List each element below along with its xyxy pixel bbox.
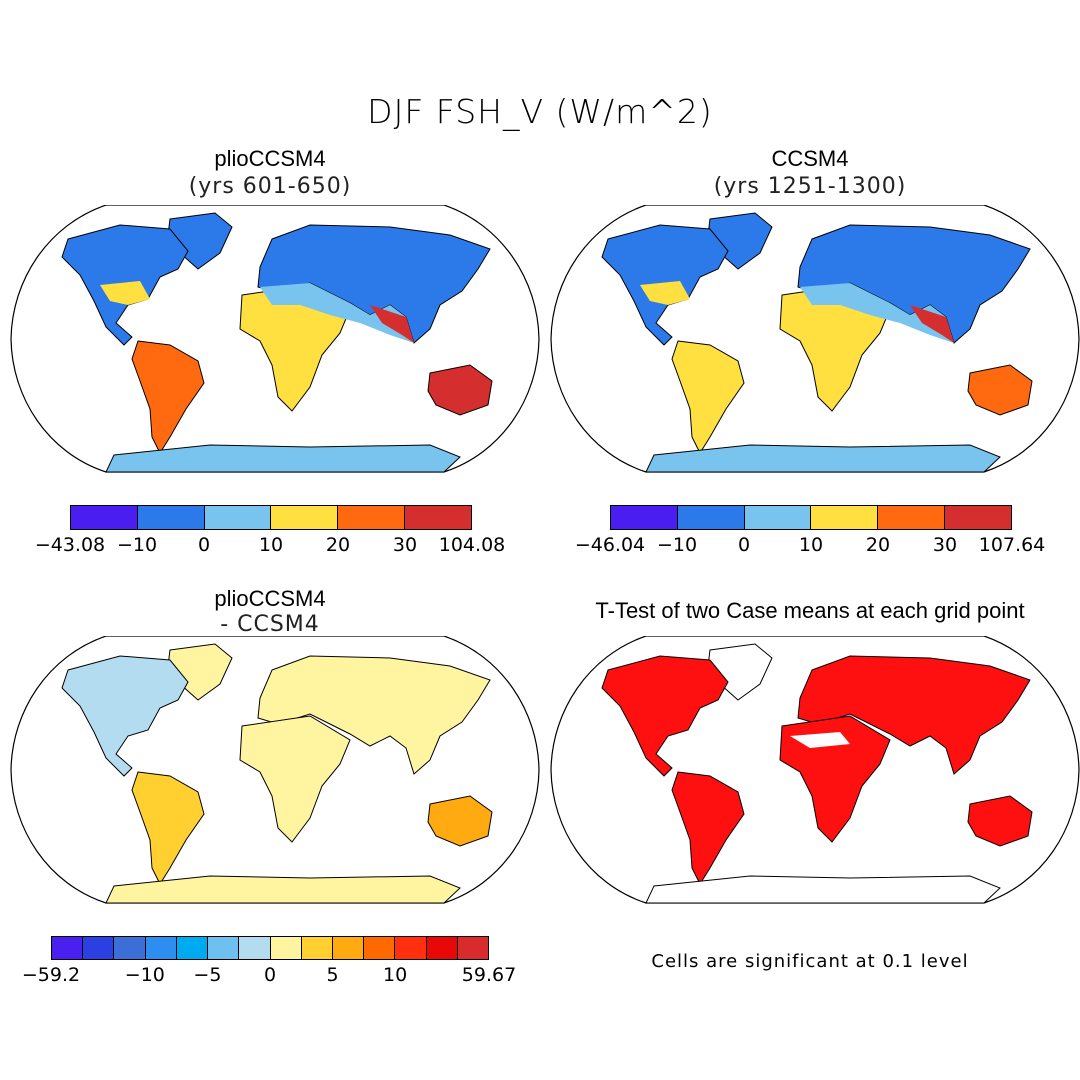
colorbar-ccsm4 <box>610 505 1012 530</box>
panel1-subtitle: (yrs 601-650) <box>188 174 352 199</box>
colorbar-swatch <box>137 506 205 529</box>
panel4-title: T-Test of two Case means at each grid po… <box>595 598 1025 623</box>
colorbar-swatch <box>457 937 489 959</box>
colorbar-swatch <box>338 506 406 529</box>
colorbar-tick-label: 107.64 <box>978 534 1046 556</box>
insignificant-patch <box>790 732 850 748</box>
colorbar-swatch <box>83 937 115 959</box>
continent-samerica <box>131 340 205 455</box>
colorbar-swatch <box>332 937 365 959</box>
significance-note: Cells are significant at 0.1 level <box>651 951 969 972</box>
colorbar-swatch <box>114 937 146 959</box>
colorbar-swatch <box>271 506 339 529</box>
continent-samerica <box>671 340 745 455</box>
us-south-band <box>640 281 690 305</box>
colorbar-swatch <box>204 506 272 529</box>
continent-australia <box>967 795 1033 847</box>
continent-antarctica <box>645 875 1001 904</box>
figure-title: DJF FSH_V (W/m^2) <box>367 92 713 131</box>
sahara-band <box>260 283 414 343</box>
colorbar-swatch <box>270 937 302 959</box>
continent-australia <box>427 364 493 416</box>
colorbar-tick-label: 30 <box>932 534 958 556</box>
colorbar-tick-label: 10 <box>258 534 284 556</box>
map-panel-ttest <box>550 636 1080 904</box>
colorbar-diff <box>51 936 489 960</box>
panel1-title: plioCCSM4 <box>214 146 326 171</box>
colorbar-swatch <box>611 506 678 529</box>
colorbar-swatch <box>395 937 427 959</box>
colorbar-swatch <box>301 937 333 959</box>
panel2-title: CCSM4 <box>771 146 849 171</box>
colorbar-swatch <box>426 937 458 959</box>
colorbar-tick-label: 0 <box>263 964 277 986</box>
continent-africa <box>779 715 891 843</box>
colorbar-swatch <box>405 506 471 529</box>
colorbar-swatch <box>52 937 84 959</box>
continent-australia <box>427 795 493 847</box>
colorbar-tick-label: 104.08 <box>438 534 506 556</box>
panel2-subtitle: (yrs 1251-1300) <box>713 174 907 199</box>
colorbar-tick-label: 20 <box>325 534 351 556</box>
south-asia-band <box>370 305 414 343</box>
colorbar-swatch <box>71 506 138 529</box>
colorbar-tick-label: 0 <box>197 534 211 556</box>
panel3-title: plioCCSM4 <box>214 586 326 611</box>
colorbar-tick-label: −43.08 <box>34 534 106 556</box>
colorbar-tick-label: −59.2 <box>21 964 81 986</box>
colorbar-swatch <box>811 506 879 529</box>
colorbar-tick-label: 59.67 <box>461 964 517 986</box>
map-panel-diff <box>10 636 540 904</box>
colorbar-tick-label: −46.04 <box>574 534 646 556</box>
colorbar-plio <box>70 505 472 530</box>
colorbar-tick-label: −10 <box>656 534 698 556</box>
colorbar-swatch <box>878 506 946 529</box>
sahara-band <box>800 283 954 343</box>
colorbar-swatch <box>677 506 745 529</box>
south-asia-band <box>910 305 954 343</box>
continent-africa <box>239 715 351 843</box>
continent-namerica <box>601 655 729 777</box>
colorbar-tick-label: −5 <box>193 964 222 986</box>
colorbar-tick-label: 0 <box>737 534 751 556</box>
map-panel-plio <box>10 205 540 473</box>
continent-antarctica <box>105 875 461 904</box>
continent-antarctica <box>105 444 461 473</box>
map-panel-ccsm4 <box>550 205 1080 473</box>
colorbar-swatch <box>176 937 209 959</box>
colorbar-tick-label: −10 <box>124 964 165 986</box>
colorbar-swatch <box>239 937 271 959</box>
colorbar-swatch <box>744 506 812 529</box>
panel3-subtitle: - CCSM4 <box>220 612 320 637</box>
continent-antarctica <box>645 444 1001 473</box>
continent-samerica <box>131 771 205 886</box>
colorbar-tick-label: 20 <box>865 534 891 556</box>
colorbar-swatch <box>208 937 240 959</box>
colorbar-swatch <box>145 937 177 959</box>
us-south-band <box>100 281 150 305</box>
colorbar-swatch <box>364 937 396 959</box>
continent-australia <box>967 364 1033 416</box>
colorbar-tick-label: 5 <box>326 964 339 986</box>
colorbar-swatch <box>945 506 1011 529</box>
colorbar-tick-label: 10 <box>383 964 408 986</box>
continent-samerica <box>671 771 745 886</box>
colorbar-tick-label: −10 <box>116 534 158 556</box>
colorbar-tick-label: 10 <box>798 534 824 556</box>
colorbar-tick-label: 30 <box>392 534 418 556</box>
continent-namerica <box>61 655 189 777</box>
